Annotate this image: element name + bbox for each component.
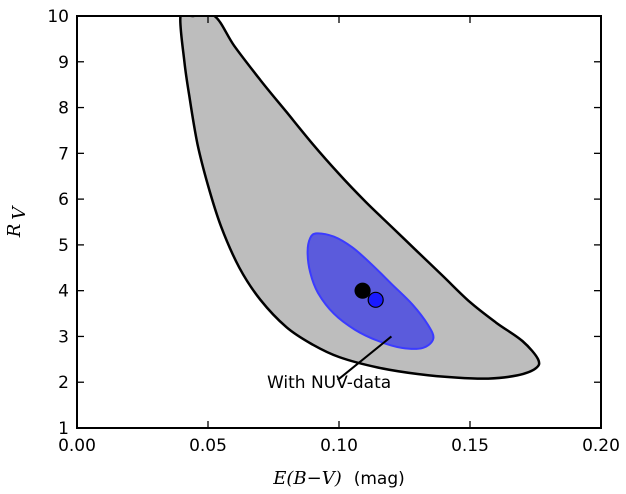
y-tick-label: 6 [58,190,69,210]
data-point-blue [367,291,384,308]
y-tick-label: 10 [47,7,69,27]
y-axis-label-main: R [4,224,25,239]
y-axis-label: R V [4,205,30,239]
annotation-arrow [337,335,393,381]
x-tick-label: 0.15 [451,436,489,456]
y-tick-label: 5 [58,236,69,256]
y-tick-label: 1 [58,419,69,439]
ticks: 0.00 0.05 0.10 0.15 0.20 1 2 3 4 5 6 7 8 9 10 [47,7,620,456]
plot-area [178,16,541,381]
x-tick-label: 0.10 [320,436,358,456]
y-tick-label: 7 [58,144,69,164]
x-tick-label: 0.00 [58,436,96,456]
y-tick-label: 3 [58,327,69,347]
annotation-label: With NUV-data [267,373,391,393]
x-axis-label: E(B−V) (mag) [272,468,405,489]
y-tick-label: 9 [58,53,69,73]
x-axis-label-unit: (mag) [354,469,405,489]
x-axis-label-math: E(B−V) [272,468,342,489]
contour-region-outer [178,16,541,380]
y-tick-label: 8 [58,99,69,119]
y-tick-label: 4 [58,282,69,302]
data-point-black [354,282,371,299]
y-tick-label: 2 [58,373,69,393]
x-tick-label: 0.05 [189,436,227,456]
y-axis-label-sub: V [9,205,30,220]
x-tick-label: 0.20 [582,436,620,456]
